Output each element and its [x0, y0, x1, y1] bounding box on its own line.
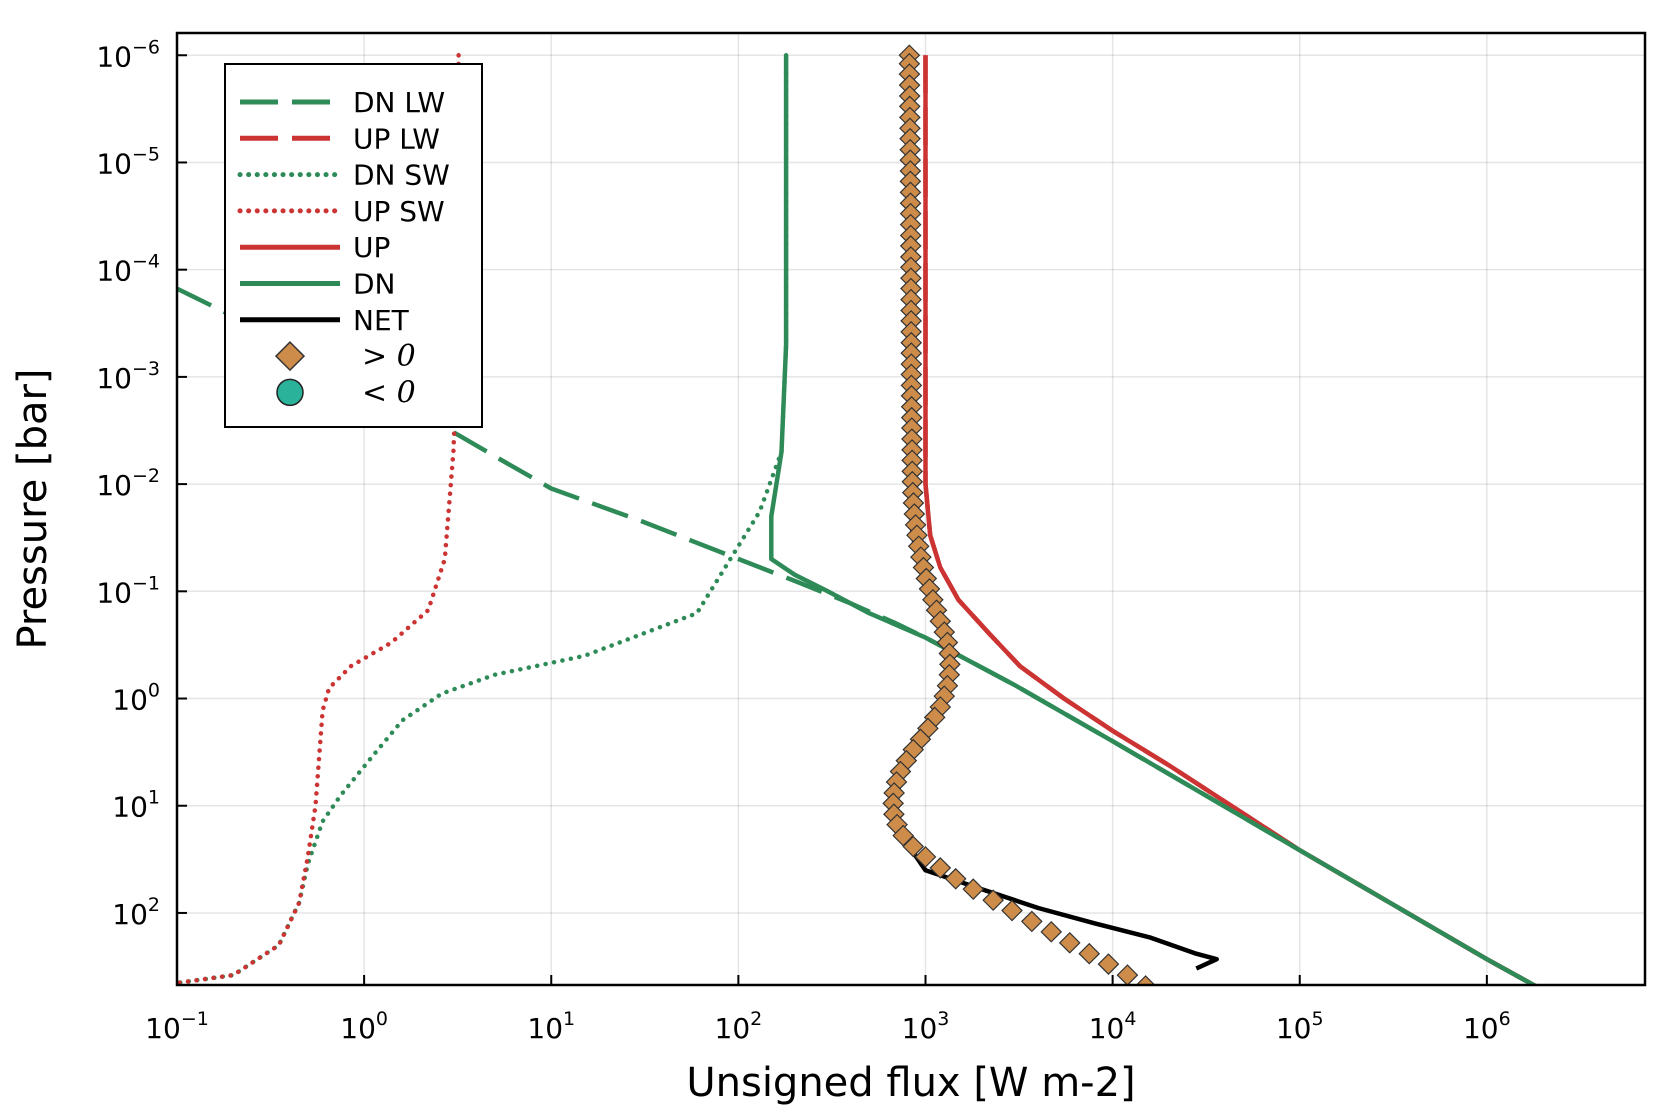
x-tick-exponent: −1	[181, 1008, 209, 1030]
legend-label: NET	[353, 304, 410, 337]
y-tick-exponent: 1	[148, 787, 160, 809]
marker-positive	[1174, 997, 1194, 1017]
marker-positive	[1135, 975, 1156, 985]
marker-positive	[902, 835, 925, 858]
y-axis-label: Pressure [bar]	[10, 368, 56, 649]
x-axis-label: Unsigned flux [W m-2]	[686, 1060, 1135, 1106]
marker-positive	[892, 824, 915, 847]
x-tick-base: 10	[902, 1012, 938, 1045]
y-tick-exponent: −3	[132, 358, 160, 380]
y-tick-label: 102	[112, 894, 160, 931]
y-tick-label: 100	[112, 680, 160, 717]
legend-label: DN	[353, 268, 396, 301]
y-tick-label: 10−5	[96, 143, 160, 180]
legend-marker-diamond	[274, 341, 306, 372]
marker-positive	[929, 857, 952, 879]
marker-positive	[1058, 931, 1081, 954]
y-tick-exponent: 0	[148, 680, 160, 702]
y-tick-base: 10	[96, 576, 132, 609]
x-tick-base: 10	[1276, 1012, 1312, 1045]
x-tick-label: 105	[1276, 1008, 1324, 1045]
x-axis-ticks: 10−1 100 101 102 103 104 105 106	[145, 975, 1511, 1045]
x-tick-label: 10−1	[145, 1008, 209, 1045]
x-tick-exponent: 5	[1312, 1008, 1324, 1030]
legend-label: < 0	[362, 375, 416, 410]
y-tick-base: 10	[112, 791, 148, 824]
marker-positive	[982, 889, 1005, 912]
series-line-dn-sw	[177, 53, 789, 985]
marker-positive	[1078, 942, 1101, 965]
y-tick-exponent: −5	[132, 143, 160, 165]
marker-positive	[1192, 1008, 1212, 1028]
legend-label: UP LW	[353, 122, 440, 155]
legend-marker-circle	[276, 378, 304, 407]
y-tick-exponent: −4	[132, 251, 160, 273]
y-tick-exponent: −2	[132, 465, 160, 487]
x-tick-base: 10	[527, 1012, 563, 1045]
x-tick-exponent: 0	[376, 1008, 388, 1030]
x-tick-label: 102	[715, 1008, 763, 1045]
marker-positive	[1001, 899, 1023, 922]
marker-layer	[882, 44, 1227, 1049]
y-tick-label: 10−6	[96, 36, 160, 73]
x-tick-exponent: 2	[750, 1008, 762, 1030]
legend-label: > 0	[362, 339, 416, 374]
legend-label: DN LW	[353, 86, 445, 119]
marker-positive	[1207, 1019, 1227, 1039]
x-tick-base: 10	[1463, 1012, 1499, 1045]
y-tick-label: 10−1	[96, 572, 160, 609]
marker-positive	[1116, 964, 1139, 985]
x-tick-base: 10	[340, 1012, 376, 1045]
marker-positive	[1097, 953, 1120, 975]
x-tick-exponent: 3	[937, 1008, 949, 1030]
y-tick-exponent: 2	[148, 894, 160, 916]
x-tick-label: 100	[340, 1008, 388, 1045]
x-tick-base: 10	[1089, 1012, 1125, 1045]
marker-positive	[944, 867, 967, 890]
marker-positive	[914, 846, 937, 868]
y-tick-base: 10	[96, 362, 132, 395]
y-tick-base: 10	[96, 469, 132, 502]
series-line-dn	[769, 55, 1539, 985]
y-tick-exponent: −1	[132, 572, 160, 594]
y-tick-label: 101	[112, 787, 160, 824]
marker-positive	[962, 878, 985, 901]
y-tick-base: 10	[112, 684, 148, 717]
x-tick-exponent: 6	[1499, 1008, 1511, 1030]
x-tick-label: 106	[1463, 1008, 1511, 1045]
marker-positive	[1155, 986, 1175, 1006]
legend-label: DN SW	[353, 159, 450, 192]
y-tick-exponent: −6	[132, 36, 160, 58]
y-tick-base: 10	[96, 147, 132, 180]
marker-positive	[1020, 910, 1043, 933]
y-tick-base: 10	[96, 255, 132, 288]
x-tick-label: 104	[1089, 1008, 1137, 1045]
x-tick-exponent: 1	[563, 1008, 575, 1030]
x-tick-exponent: 4	[1124, 1008, 1136, 1030]
y-tick-label: 10−2	[96, 465, 160, 502]
plot-frame	[175, 31, 1647, 987]
x-tick-base: 10	[715, 1012, 751, 1045]
y-tick-base: 10	[112, 898, 148, 931]
x-tick-label: 103	[902, 1008, 950, 1045]
y-tick-label: 10−3	[96, 358, 160, 395]
y-tick-label: 10−4	[96, 251, 160, 288]
x-tick-base: 10	[145, 1012, 181, 1045]
marker-positive	[1040, 920, 1063, 943]
legend-label: UP SW	[353, 195, 445, 228]
marker-positive	[1186, 1029, 1206, 1049]
legend-label: UP	[353, 231, 390, 264]
x-tick-label: 101	[527, 1008, 575, 1045]
y-tick-base: 10	[96, 40, 132, 73]
